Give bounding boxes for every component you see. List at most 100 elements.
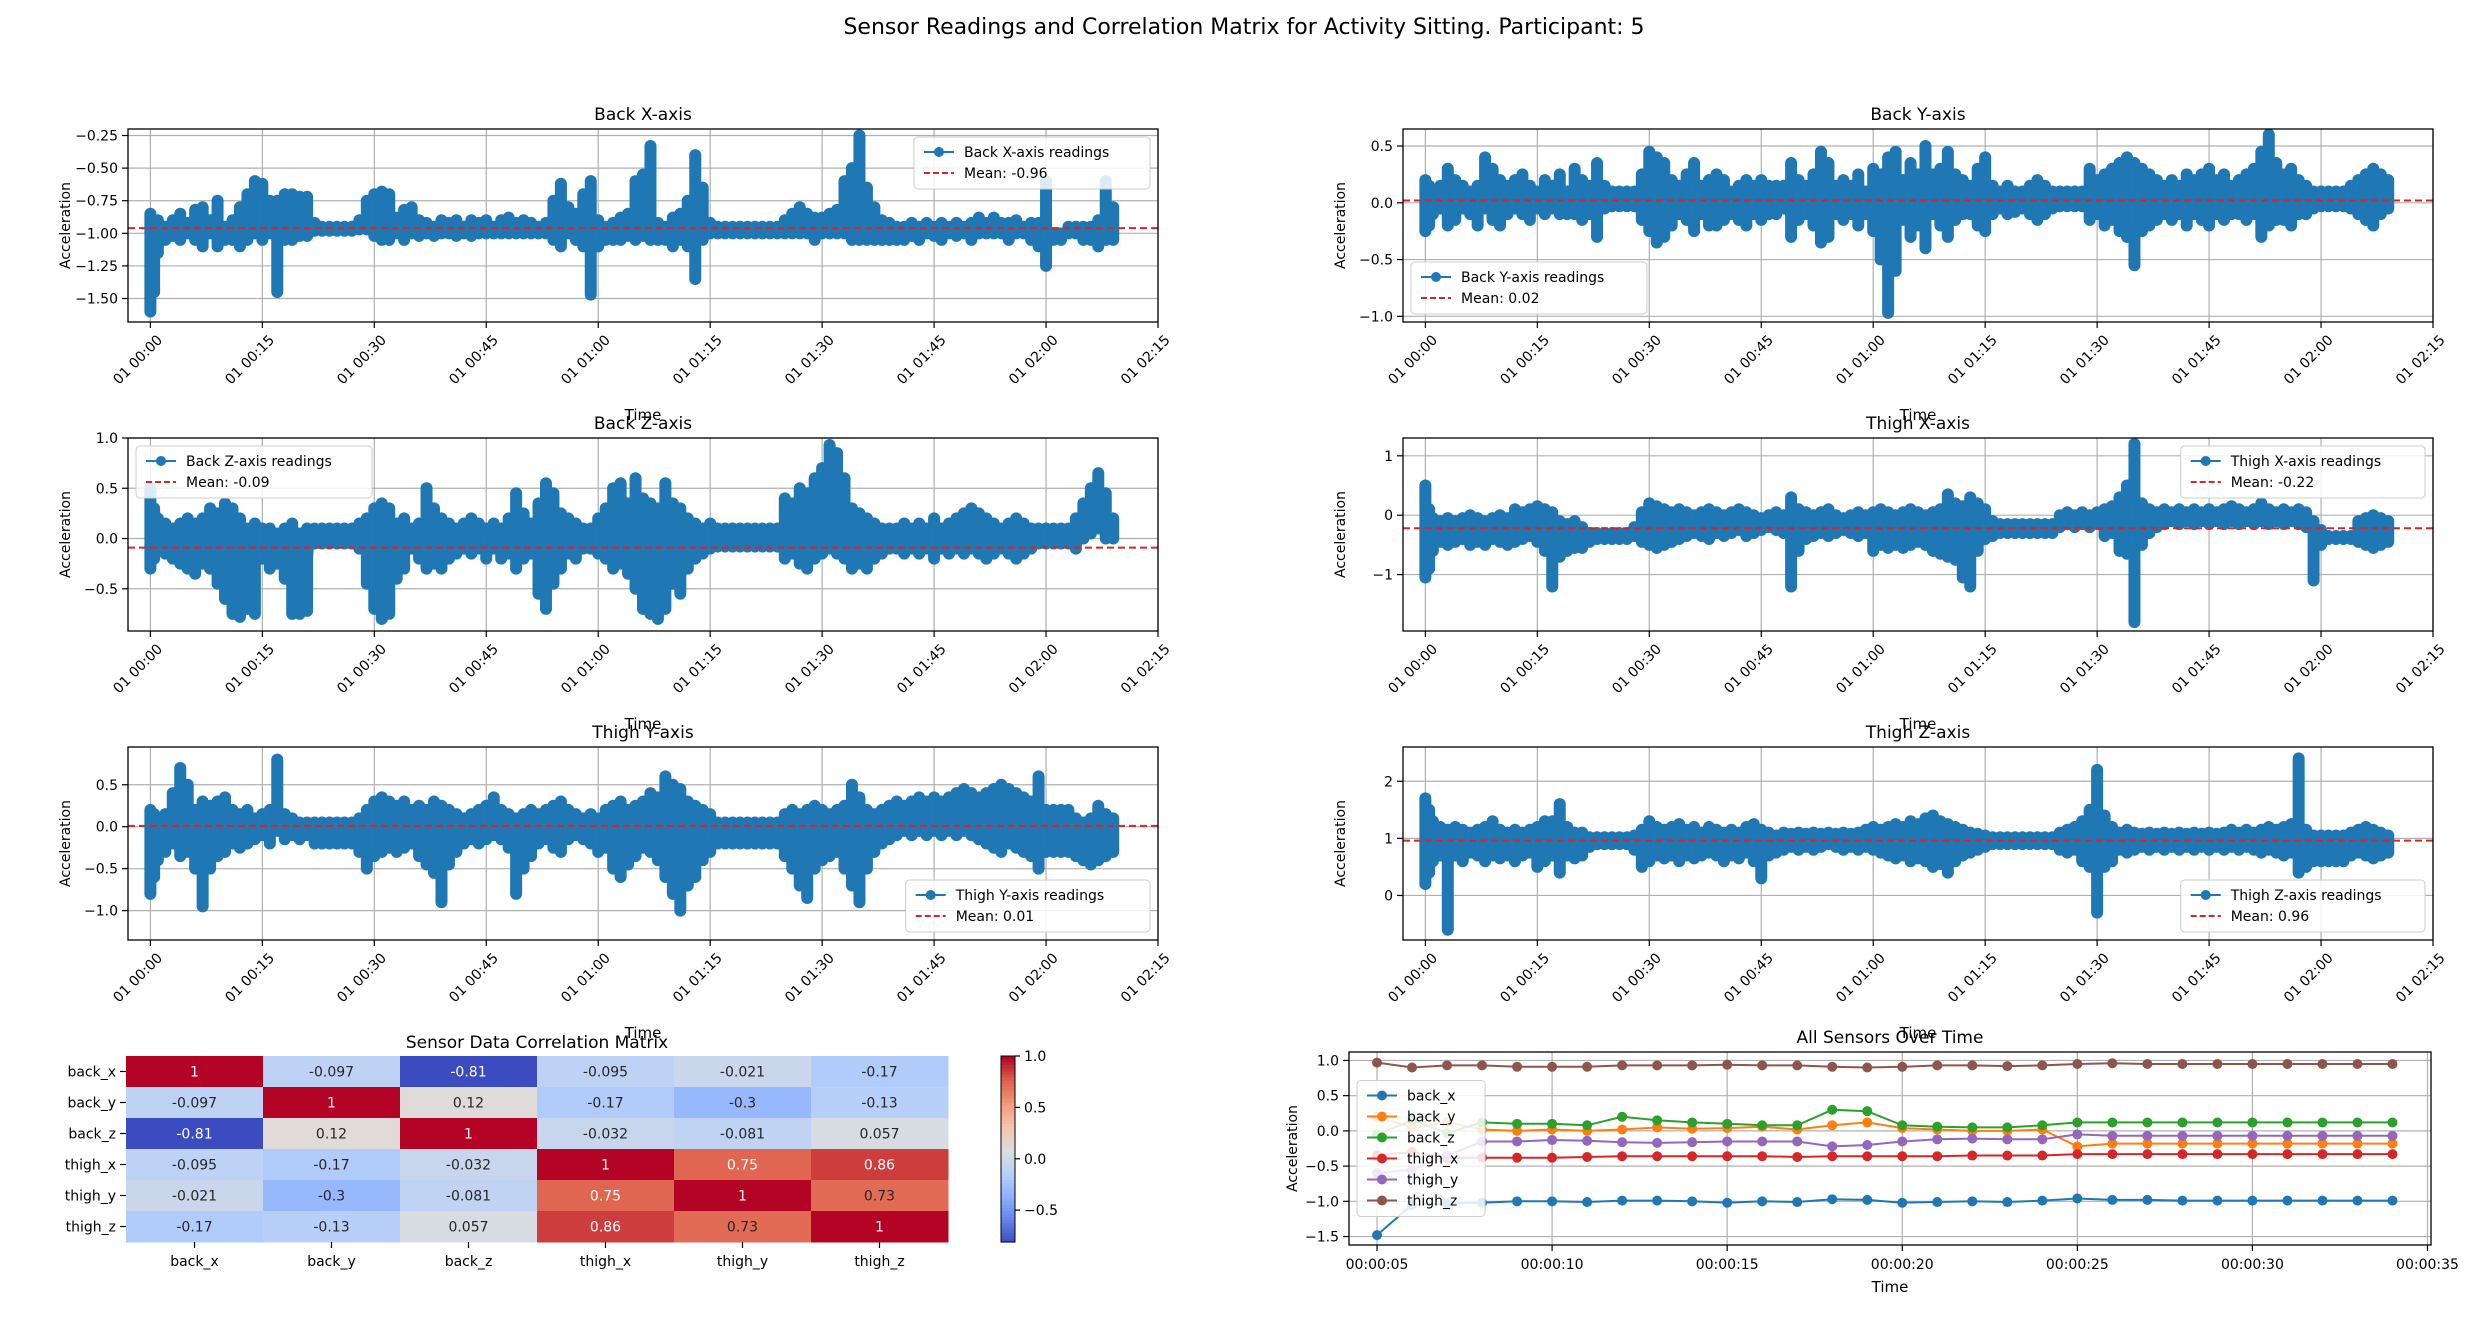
series-point: [1792, 1197, 1803, 1208]
series-point: [2247, 1195, 2258, 1206]
series-point: [1862, 1106, 1873, 1117]
legend: Back X-axis readings Mean: -0.96: [913, 136, 1151, 190]
series-point: [2387, 1058, 2398, 1069]
colorbar-tick-label: 0.5: [1024, 1100, 1046, 1116]
series-point: [1757, 1136, 1768, 1147]
series-point: [1687, 1117, 1698, 1128]
legend-frame: [2180, 879, 2426, 933]
colorbar-segment: [1001, 1090, 1015, 1094]
heatmap-cell-label: -0.13: [861, 1096, 897, 1112]
axes-frame: [1402, 128, 2434, 323]
heatmap-cell-label: 1: [464, 1127, 473, 1143]
heatmap-cell-label: -0.095: [583, 1065, 628, 1081]
colorbar-segment: [1001, 1093, 1015, 1097]
series-point: [2387, 1149, 2398, 1160]
heatmap-cell-label: -0.097: [172, 1096, 217, 1112]
row-label: back_y: [67, 1096, 116, 1112]
series-point: [1722, 1151, 1733, 1162]
x-axis-label: Time: [1899, 406, 1937, 424]
series-point: [1617, 1111, 1628, 1122]
series-point: [1652, 1122, 1663, 1133]
heatmap-cell: [263, 1118, 401, 1150]
series-point: [1897, 1120, 1908, 1131]
colorbar-segment: [1001, 1099, 1015, 1104]
axes-frame: [127, 128, 1159, 323]
axes-frame: [1402, 437, 2434, 632]
series-point: [1512, 1196, 1523, 1207]
heatmap-cell-label: -0.097: [309, 1065, 354, 1081]
y-tick-label: −0.5: [84, 862, 118, 878]
heatmap-cell-label: -0.081: [720, 1127, 765, 1143]
colorbar-segment: [1001, 1105, 1015, 1110]
legend-entry: thigh_y: [1407, 1173, 1458, 1189]
series-point: [1687, 1196, 1698, 1207]
y-tick-label: 2: [1384, 774, 1393, 790]
y-tick-label: 0.5: [1371, 139, 1393, 155]
row-label: thigh_y: [65, 1189, 116, 1205]
legend-entry: thigh_x: [1407, 1152, 1458, 1168]
heatmap-cell: [537, 1180, 675, 1212]
colorbar-segment: [1001, 1204, 1015, 1209]
series-point: [1862, 1151, 1873, 1162]
legend-entry: Thigh X-axis readings: [2230, 454, 2381, 470]
series-back_x: [1372, 1193, 2398, 1241]
legend-entry: back_z: [1407, 1131, 1455, 1147]
series-point: [2002, 1134, 2013, 1145]
series-thigh_z: [1372, 1057, 2398, 1073]
heatmap-cell-label: -0.3: [729, 1096, 756, 1112]
series-line: [1376, 1061, 2393, 1069]
colorbar-segment: [1001, 1121, 1015, 1125]
colorbar-segment: [1001, 1232, 1015, 1237]
series-point: [2142, 1117, 2153, 1128]
legend-entry: back_y: [1407, 1110, 1456, 1126]
colorbar-segment: [1001, 1130, 1015, 1135]
legend-frame: [1356, 1080, 1486, 1217]
colorbar-segment: [1001, 1080, 1015, 1085]
colorbar-segment: [1001, 1087, 1015, 1091]
figure-title: Sensor Readings and Correlation Matrix f…: [843, 15, 1644, 40]
series-line: [1376, 1133, 2393, 1175]
legend-frame: [1410, 261, 1648, 315]
colorbar-segment: [1001, 1189, 1015, 1193]
chart-panels: 01 00:00 01 00:15 01 00:30 01 00:45 01 01:00…: [58, 105, 2459, 1296]
colorbar-segment: [1001, 1065, 1015, 1069]
y-tick-label: −0.75: [75, 194, 118, 210]
series-point: [1652, 1115, 1663, 1126]
series-point: [2002, 1061, 2013, 1072]
legend-frame: [135, 445, 373, 499]
y-tick-label: −1.0: [84, 904, 118, 920]
series-point: [1722, 1197, 1733, 1208]
x-tick-label: 00:00:30: [2221, 1257, 2284, 1273]
axes-title: All Sensors Over Time: [1797, 1028, 1984, 1048]
panel-correlation: 1 -0.097 -0.81 -0.095 -0.021 -0.17 -0.097 1 0.12…: [65, 1033, 1058, 1270]
heatmap-cell-label: 0.73: [727, 1220, 758, 1236]
legend-entry: Mean: -0.22: [2231, 475, 2315, 491]
series-point: [2282, 1117, 2293, 1128]
series-point: [1512, 1136, 1523, 1147]
series-point: [2142, 1130, 2153, 1141]
row-label: thigh_z: [66, 1220, 116, 1236]
colorbar-segment: [1001, 1217, 1015, 1221]
y-tick-label: −0.50: [75, 161, 118, 177]
y-tick-label: −1.5: [1305, 1230, 1339, 1246]
series-point: [2037, 1134, 2048, 1145]
colorbar-segment: [1001, 1108, 1015, 1113]
series-point: [1792, 1120, 1803, 1131]
series-point: [2002, 1122, 2013, 1133]
series-point: [1932, 1121, 1943, 1132]
heatmap-cell-label: -0.021: [172, 1189, 217, 1205]
heatmap-title: Sensor Data Correlation Matrix: [406, 1033, 668, 1053]
colorbar-segment: [1001, 1220, 1015, 1224]
series-point: [1967, 1122, 1978, 1133]
legend-marker-swatch: [925, 890, 936, 900]
colorbar-segment: [1001, 1068, 1015, 1073]
heatmap-cell-label: -0.032: [583, 1127, 628, 1143]
series-point: [2142, 1138, 2153, 1149]
series-point: [2247, 1149, 2258, 1160]
col-label: back_x: [170, 1254, 219, 1270]
colorbar-segment: [1001, 1207, 1015, 1212]
col-label: thigh_x: [580, 1254, 631, 1270]
series-point: [1652, 1151, 1663, 1162]
heatmap-cell: [263, 1149, 401, 1181]
series-point: [2212, 1117, 2223, 1128]
